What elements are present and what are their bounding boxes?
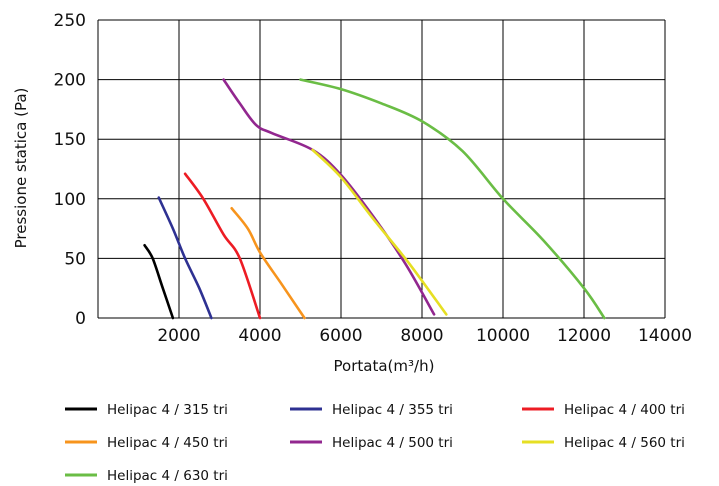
legend-label: Helipac 4 / 630 tri xyxy=(107,468,228,484)
legend-label: Helipac 4 / 400 tri xyxy=(564,402,685,418)
y-tick-label: 0 xyxy=(75,309,86,329)
legend-label: Helipac 4 / 560 tri xyxy=(564,435,685,451)
y-tick-label: 150 xyxy=(54,130,86,150)
y-tick-labels: 0 50 100 150 200 250 xyxy=(54,11,86,329)
x-tick-label: 6000 xyxy=(319,326,362,346)
series-line xyxy=(143,244,175,320)
legend: Helipac 4 / 315 tri Helipac 4 / 355 tri He… xyxy=(65,402,685,484)
legend-item: Helipac 4 / 630 tri xyxy=(65,468,228,484)
series-line xyxy=(230,207,306,320)
x-axis-title: Portata(m³/h) xyxy=(334,357,435,375)
y-tick-label: 200 xyxy=(54,71,86,91)
series-line xyxy=(157,196,213,320)
series-line xyxy=(222,78,436,316)
x-tick-label: 4000 xyxy=(238,326,281,346)
legend-label: Helipac 4 / 500 tri xyxy=(332,435,453,451)
legend-item: Helipac 4 / 500 tri xyxy=(290,435,453,451)
grid xyxy=(97,19,666,319)
x-tick-labels: 2000 4000 6000 8000 10000 12000 14000 xyxy=(157,326,692,346)
legend-item: Helipac 4 / 315 tri xyxy=(65,402,228,418)
legend-label: Helipac 4 / 355 tri xyxy=(332,402,453,418)
legend-label: Helipac 4 / 450 tri xyxy=(107,435,228,451)
legend-label: Helipac 4 / 315 tri xyxy=(107,402,228,418)
legend-item: Helipac 4 / 560 tri xyxy=(522,435,685,451)
series-line xyxy=(183,172,262,320)
x-tick-label: 2000 xyxy=(157,326,200,346)
x-tick-label: 10000 xyxy=(476,326,530,346)
legend-item: Helipac 4 / 355 tri xyxy=(290,402,453,418)
x-tick-label: 8000 xyxy=(400,326,443,346)
series-lines xyxy=(143,78,606,320)
y-axis-title: Pressione statica (Pa) xyxy=(12,88,30,249)
legend-item: Helipac 4 / 450 tri xyxy=(65,435,228,451)
x-tick-label: 12000 xyxy=(557,326,611,346)
legend-item: Helipac 4 / 400 tri xyxy=(522,402,685,418)
series-line xyxy=(299,78,606,320)
y-tick-label: 50 xyxy=(64,249,86,269)
y-tick-label: 250 xyxy=(54,11,86,31)
series-line xyxy=(311,148,448,316)
y-tick-label: 100 xyxy=(54,190,86,210)
x-tick-label: 14000 xyxy=(638,326,692,346)
